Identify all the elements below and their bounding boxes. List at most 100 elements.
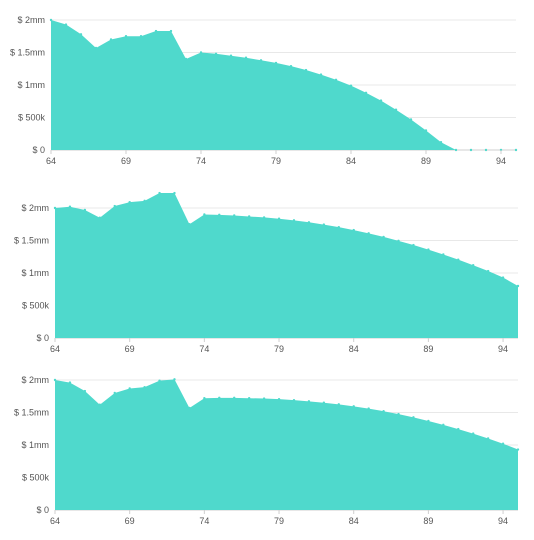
- data-point: [412, 243, 415, 247]
- data-point: [486, 437, 490, 440]
- data-point: [319, 73, 323, 76]
- data-point: [98, 216, 102, 219]
- data-point: [289, 64, 293, 68]
- data-point: [173, 191, 176, 195]
- x-tick-label: 89: [423, 516, 433, 526]
- data-point: [516, 284, 520, 288]
- data-point: [442, 253, 445, 256]
- data-point: [128, 200, 131, 204]
- x-tick-label: 94: [498, 516, 508, 526]
- data-point: [169, 29, 173, 33]
- data-point: [143, 385, 146, 389]
- data-point: [457, 258, 460, 261]
- data-point: [427, 419, 430, 423]
- data-point: [364, 91, 368, 95]
- data-point: [233, 214, 236, 217]
- data-point: [457, 427, 460, 431]
- data-point: [124, 35, 128, 38]
- x-tick-label: 94: [498, 344, 508, 354]
- y-tick-label: $ 1mm: [21, 440, 49, 450]
- data-point: [501, 276, 505, 279]
- data-point: [322, 401, 326, 404]
- data-point: [501, 442, 505, 445]
- data-point: [143, 199, 146, 203]
- area-chart-1: $ 0 $ 500k $ 1mm $ 1.5mm $ 2mm 64 69 74 79 84 89 94: [10, 15, 518, 166]
- x-tick-label: 64: [50, 344, 60, 354]
- data-point: [98, 403, 102, 406]
- x-tick-label: 89: [423, 344, 433, 354]
- data-point: [188, 406, 191, 410]
- data-point: [109, 38, 113, 41]
- data-point: [337, 403, 340, 406]
- data-point: [218, 396, 221, 400]
- data-point: [367, 407, 370, 410]
- y-tick-label: $ 500k: [22, 301, 50, 311]
- y-tick-label: $ 500k: [18, 113, 46, 123]
- data-point: [218, 213, 221, 217]
- data-point: [79, 33, 83, 36]
- x-tick-label: 89: [421, 156, 431, 166]
- data-point: [304, 68, 308, 72]
- data-point: [68, 205, 72, 208]
- data-point: [352, 405, 355, 408]
- data-point: [274, 61, 278, 65]
- data-point: [484, 148, 488, 152]
- data-point: [139, 35, 143, 38]
- area-chart-2: $ 0 $ 500k $ 1mm $ 1.5mm $ 2mm 64 69 74 79 84 89 94: [14, 191, 520, 354]
- data-point: [471, 264, 475, 267]
- x-tick-label: 74: [199, 516, 209, 526]
- data-point: [442, 423, 445, 427]
- data-point: [233, 396, 236, 400]
- data-point: [68, 381, 72, 384]
- data-point: [322, 223, 326, 226]
- data-point: [486, 269, 490, 273]
- data-point: [292, 219, 296, 222]
- data-point: [409, 118, 413, 121]
- y-tick-label: $ 1mm: [21, 268, 49, 278]
- x-tick-label: 79: [271, 156, 281, 166]
- data-point: [424, 129, 428, 132]
- data-point: [64, 23, 68, 26]
- data-point: [334, 78, 338, 82]
- data-point: [154, 29, 158, 33]
- data-point: [514, 148, 518, 152]
- y-tick-label: $ 2mm: [17, 15, 45, 25]
- area-series: [51, 20, 516, 150]
- y-tick-label: $ 0: [36, 505, 49, 515]
- data-point: [113, 204, 116, 208]
- data-point: [184, 57, 188, 61]
- area-series: [55, 193, 518, 338]
- data-point: [244, 56, 248, 59]
- data-point: [199, 51, 203, 54]
- data-point: [188, 223, 191, 226]
- data-point: [397, 412, 400, 416]
- y-tick-label: $ 0: [32, 145, 45, 155]
- data-point: [49, 18, 53, 22]
- data-point: [277, 397, 281, 401]
- area-chart-3: $ 0 $ 500k $ 1mm $ 1.5mm $ 2mm 64 69 74 79 84 89 94: [14, 375, 520, 526]
- y-tick-label: $ 500k: [22, 473, 50, 483]
- data-point: [439, 141, 443, 144]
- data-point: [379, 99, 383, 102]
- data-point: [382, 410, 385, 413]
- data-point: [292, 398, 296, 402]
- data-point: [247, 215, 251, 218]
- y-tick-label: $ 1.5mm: [14, 408, 49, 418]
- x-tick-label: 79: [274, 516, 284, 526]
- data-point: [349, 84, 353, 87]
- data-point: [516, 448, 520, 451]
- x-tick-label: 84: [349, 344, 359, 354]
- data-point: [214, 52, 218, 55]
- data-point: [229, 54, 233, 57]
- data-point: [53, 206, 57, 210]
- data-point: [53, 378, 57, 382]
- data-point: [113, 391, 116, 395]
- x-tick-label: 84: [346, 156, 356, 166]
- x-tick-label: 79: [274, 344, 284, 354]
- data-point: [262, 397, 266, 400]
- data-point: [471, 432, 475, 435]
- data-point: [412, 416, 415, 419]
- data-point: [394, 108, 398, 111]
- data-point: [382, 235, 385, 239]
